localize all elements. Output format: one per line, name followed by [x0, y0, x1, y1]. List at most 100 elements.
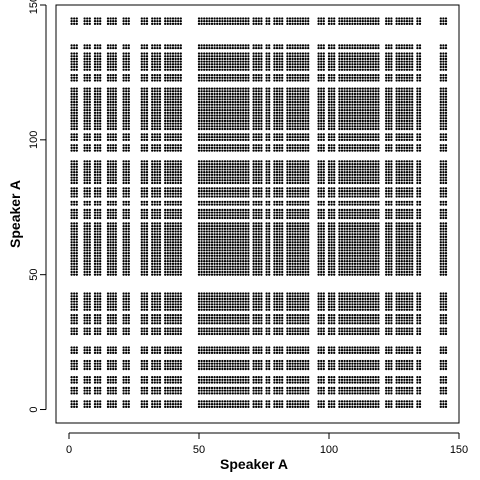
data-point	[70, 262, 73, 266]
data-point	[96, 346, 99, 349]
data-point	[145, 55, 149, 58]
data-point	[208, 292, 211, 295]
data-point	[106, 17, 110, 20]
data-point	[164, 103, 167, 106]
data-point	[226, 146, 229, 150]
data-point	[109, 200, 112, 204]
data-point	[158, 195, 162, 198]
data-point	[114, 195, 117, 198]
data-point	[166, 189, 169, 193]
data-point	[231, 17, 234, 20]
data-point	[83, 268, 86, 271]
data-point	[231, 90, 234, 93]
data-point	[226, 203, 229, 206]
data-point	[70, 362, 73, 365]
data-point	[226, 230, 229, 233]
data-point	[114, 114, 117, 117]
data-point	[174, 44, 177, 47]
data-point	[114, 22, 117, 26]
data-point	[210, 346, 214, 349]
data-point	[200, 405, 203, 408]
data-point	[229, 160, 232, 163]
data-point	[156, 200, 159, 204]
data-point	[122, 127, 125, 131]
data-point	[203, 109, 206, 112]
data-point	[114, 386, 117, 390]
data-point	[109, 208, 112, 212]
data-point	[127, 251, 130, 255]
data-point	[106, 117, 110, 120]
data-point	[143, 87, 146, 90]
data-point	[239, 79, 242, 82]
data-point	[125, 241, 128, 244]
data-point	[221, 251, 224, 255]
data-point	[125, 349, 128, 352]
data-point	[216, 295, 219, 298]
data-point	[174, 60, 177, 63]
data-point	[127, 254, 130, 257]
data-point	[229, 76, 232, 79]
data-point	[145, 389, 149, 392]
data-point	[203, 235, 206, 239]
data-point	[122, 95, 125, 98]
data-point	[140, 127, 143, 131]
data-point	[231, 224, 234, 228]
data-point	[239, 316, 242, 319]
data-point	[239, 262, 242, 266]
data-point	[166, 238, 169, 241]
data-point	[179, 176, 182, 179]
data-point	[203, 95, 206, 98]
data-point	[125, 187, 128, 190]
data-point	[73, 138, 76, 141]
data-point	[143, 214, 146, 217]
data-point	[153, 330, 156, 333]
data-point	[143, 365, 146, 368]
data-point	[140, 392, 143, 395]
data-point	[226, 381, 229, 384]
data-point	[143, 332, 146, 336]
data-point	[112, 103, 115, 106]
data-point	[70, 176, 73, 179]
data-point	[86, 270, 89, 274]
data-point	[221, 20, 224, 23]
data-point	[156, 60, 159, 63]
data-point	[177, 122, 180, 125]
data-point	[239, 378, 242, 381]
data-point	[236, 332, 240, 336]
data-point	[218, 195, 221, 198]
data-point	[213, 144, 216, 147]
data-point	[75, 47, 78, 50]
data-point	[156, 313, 159, 317]
data-point	[73, 52, 76, 55]
data-point	[112, 365, 115, 368]
data-point	[200, 133, 203, 136]
data-point	[203, 189, 206, 193]
data-point	[127, 146, 130, 150]
data-point	[86, 146, 89, 150]
data-point	[145, 243, 149, 247]
data-point	[106, 22, 110, 26]
data-point	[164, 189, 167, 193]
data-point	[99, 192, 102, 195]
data-point	[106, 332, 110, 336]
data-point	[145, 295, 149, 298]
data-point	[166, 65, 169, 69]
data-point	[200, 300, 203, 303]
data-point	[99, 257, 102, 260]
data-point	[213, 76, 216, 79]
data-point	[158, 65, 162, 69]
data-point	[221, 308, 224, 311]
data-point	[213, 189, 216, 193]
data-point	[75, 214, 78, 217]
data-point	[158, 313, 162, 317]
data-point	[197, 238, 201, 241]
data-point	[109, 160, 112, 163]
data-point	[127, 179, 130, 182]
data-point	[122, 238, 125, 241]
data-point	[208, 295, 211, 298]
data-point	[99, 111, 102, 115]
data-point	[109, 65, 112, 69]
data-point	[171, 367, 175, 371]
data-point	[114, 313, 117, 317]
data-point	[208, 192, 211, 195]
